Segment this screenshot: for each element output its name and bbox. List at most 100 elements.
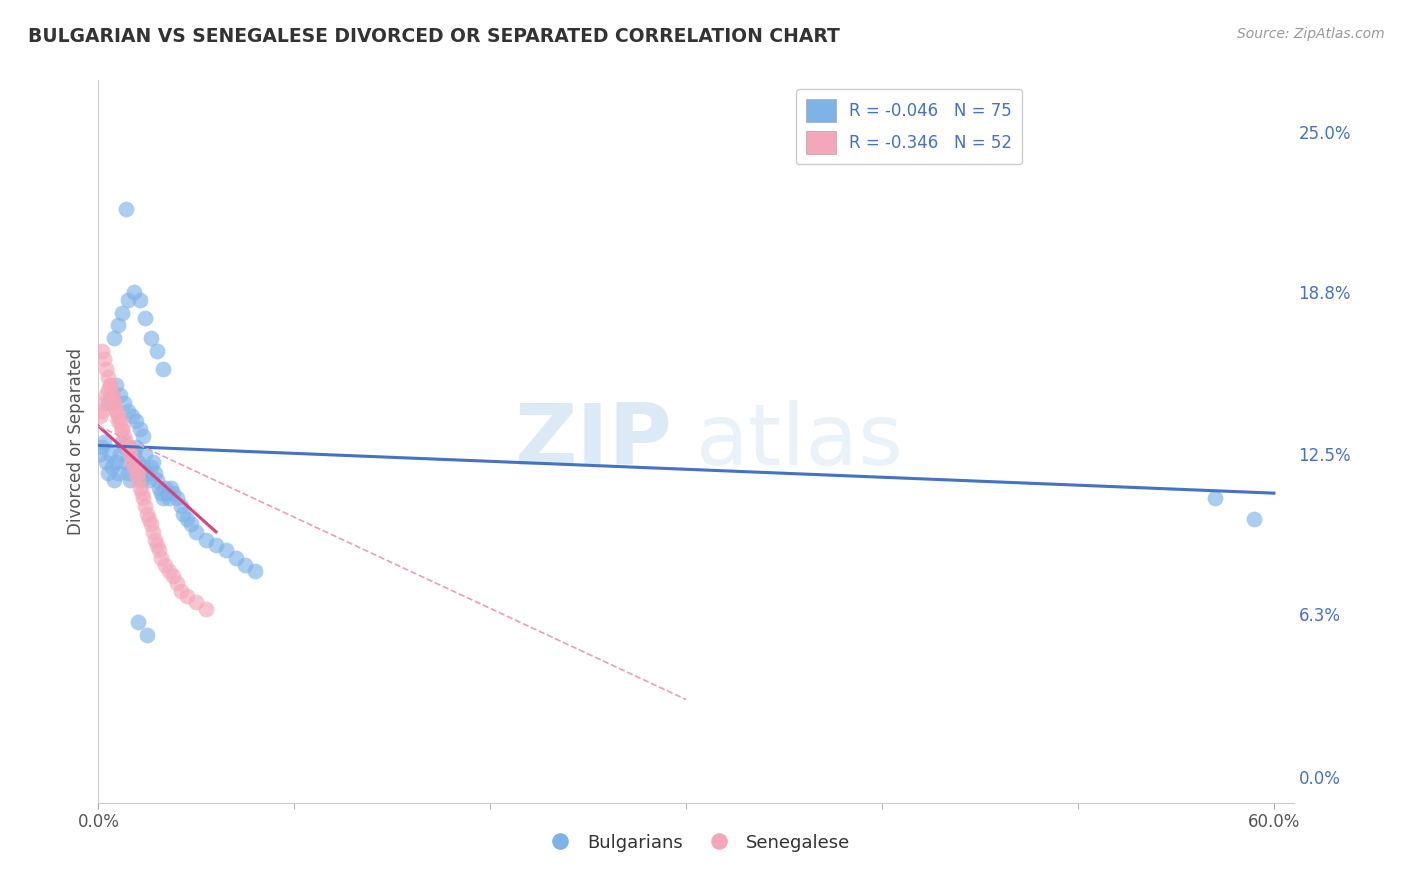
Point	[128, 481, 150, 495]
Point	[124, 440, 146, 454]
Point	[108, 388, 131, 402]
Point	[128, 466, 150, 480]
Point	[122, 285, 145, 299]
Point	[103, 396, 125, 410]
Point	[117, 440, 139, 454]
Point	[103, 396, 125, 410]
Point	[111, 305, 134, 319]
Point	[143, 466, 166, 480]
Point	[105, 377, 128, 392]
Point	[132, 491, 155, 506]
Point	[131, 473, 153, 487]
Point	[176, 590, 198, 604]
Point	[108, 414, 131, 428]
Point	[105, 403, 128, 417]
Point	[97, 370, 120, 384]
Point	[136, 628, 159, 642]
Point	[96, 388, 118, 402]
Point	[101, 388, 124, 402]
Point	[128, 293, 150, 307]
Point	[134, 447, 156, 461]
Point	[150, 550, 173, 565]
Text: Source: ZipAtlas.com: Source: ZipAtlas.com	[1237, 27, 1385, 41]
Point	[98, 377, 121, 392]
Point	[1204, 491, 1226, 506]
Point	[136, 466, 159, 480]
Point	[107, 414, 129, 428]
Point	[146, 473, 169, 487]
Point	[107, 466, 129, 480]
Point	[111, 422, 134, 436]
Point	[150, 486, 173, 500]
Point	[148, 481, 170, 495]
Point	[157, 491, 180, 506]
Point	[89, 409, 111, 423]
Point	[176, 512, 198, 526]
Point	[128, 422, 150, 436]
Point	[117, 403, 139, 417]
Point	[142, 455, 165, 469]
Point	[93, 351, 115, 366]
Point	[91, 344, 114, 359]
Text: ZIP: ZIP	[515, 400, 672, 483]
Point	[235, 558, 257, 573]
Point	[148, 542, 170, 557]
Point	[141, 517, 163, 532]
Y-axis label: Divorced or Separated: Divorced or Separated	[66, 348, 84, 535]
Point	[138, 473, 160, 487]
Point	[141, 460, 163, 475]
Point	[134, 310, 156, 325]
Point	[127, 466, 149, 480]
Point	[117, 293, 139, 307]
Point	[131, 486, 153, 500]
Legend: Bulgarians, Senegalese: Bulgarians, Senegalese	[534, 826, 858, 859]
Point	[93, 434, 115, 449]
Point	[115, 455, 138, 469]
Point	[107, 318, 129, 333]
Point	[146, 344, 169, 359]
Point	[152, 362, 174, 376]
Point	[115, 434, 138, 449]
Point	[153, 558, 176, 573]
Point	[156, 486, 179, 500]
Point	[146, 538, 169, 552]
Point	[111, 422, 134, 436]
Point	[93, 396, 115, 410]
Point	[101, 460, 124, 475]
Point	[121, 455, 143, 469]
Point	[96, 455, 118, 469]
Point	[121, 409, 143, 423]
Point	[127, 615, 149, 630]
Point	[103, 473, 125, 487]
Point	[195, 602, 218, 616]
Text: BULGARIAN VS SENEGALESE DIVORCED OR SEPARATED CORRELATION CHART: BULGARIAN VS SENEGALESE DIVORCED OR SEPA…	[28, 27, 839, 45]
Point	[96, 362, 118, 376]
Point	[112, 429, 135, 443]
Point	[97, 383, 120, 397]
Point	[134, 499, 156, 513]
Point	[108, 447, 131, 461]
Point	[142, 524, 165, 539]
Point	[127, 473, 149, 487]
Point	[215, 542, 238, 557]
Point	[132, 429, 155, 443]
Point	[97, 466, 120, 480]
Point	[124, 414, 146, 428]
Point	[162, 568, 184, 582]
Point	[122, 447, 145, 461]
Point	[118, 447, 141, 461]
Point	[172, 507, 194, 521]
Point	[91, 440, 114, 454]
Point	[160, 481, 183, 495]
Point	[162, 486, 184, 500]
Point	[195, 533, 218, 547]
Point	[105, 455, 128, 469]
Point	[186, 524, 208, 539]
Point	[141, 331, 163, 345]
Point	[89, 447, 111, 461]
Point	[97, 396, 120, 410]
Point	[243, 564, 266, 578]
Point	[91, 403, 114, 417]
Point	[143, 533, 166, 547]
Point	[98, 447, 121, 461]
